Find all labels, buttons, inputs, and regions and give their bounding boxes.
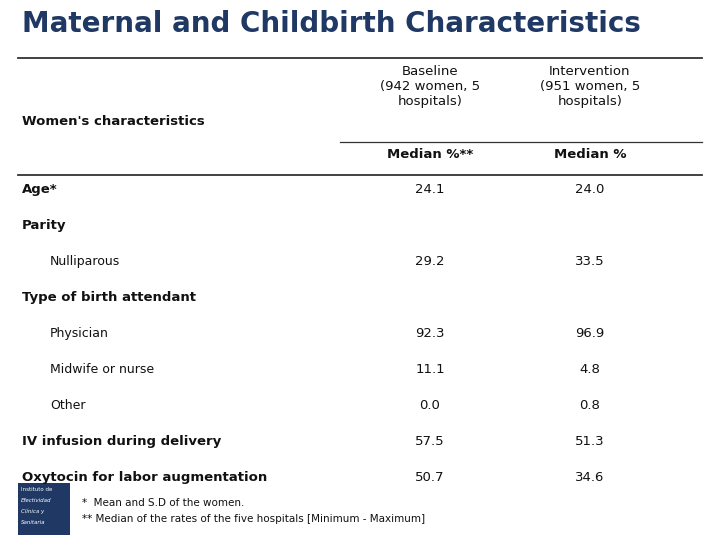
Text: 57.5: 57.5: [415, 435, 445, 448]
Text: IV infusion during delivery: IV infusion during delivery: [22, 435, 221, 448]
Text: Median %**: Median %**: [387, 148, 473, 161]
Text: 0.8: 0.8: [580, 399, 600, 412]
Text: Physician: Physician: [50, 327, 109, 340]
Text: Parity: Parity: [22, 219, 66, 232]
Text: Oxytocin for labor augmentation: Oxytocin for labor augmentation: [22, 471, 267, 484]
Text: 96.9: 96.9: [575, 327, 605, 340]
Text: ** Median of the rates of the five hospitals [Minimum - Maximum]: ** Median of the rates of the five hospi…: [82, 514, 425, 524]
Text: 34.6: 34.6: [575, 471, 605, 484]
Text: Other: Other: [50, 399, 86, 412]
Text: 24.1: 24.1: [415, 183, 445, 196]
Text: 24.0: 24.0: [575, 183, 605, 196]
Text: Median %: Median %: [554, 148, 626, 161]
Text: 29.2: 29.2: [415, 255, 445, 268]
Text: Nulliparous: Nulliparous: [50, 255, 120, 268]
Text: Midwife or nurse: Midwife or nurse: [50, 363, 154, 376]
Text: 33.5: 33.5: [575, 255, 605, 268]
Text: Clínica y: Clínica y: [21, 509, 44, 515]
Text: Instituto de: Instituto de: [21, 487, 53, 492]
Text: 4.8: 4.8: [580, 363, 600, 376]
Text: Type of birth attendant: Type of birth attendant: [22, 291, 196, 304]
Text: 50.7: 50.7: [415, 471, 445, 484]
Text: Baseline
(942 women, 5
hospitals): Baseline (942 women, 5 hospitals): [380, 65, 480, 108]
Text: 92.3: 92.3: [415, 327, 445, 340]
Text: 0.0: 0.0: [420, 399, 441, 412]
Text: Intervention
(951 women, 5
hospitals): Intervention (951 women, 5 hospitals): [540, 65, 640, 108]
Bar: [18, 483, 70, 535]
Text: Age*: Age*: [22, 183, 58, 196]
Text: 11.1: 11.1: [415, 363, 445, 376]
Text: *  Mean and S.D of the women.: * Mean and S.D of the women.: [82, 498, 244, 508]
Text: Women's characteristics: Women's characteristics: [22, 115, 204, 128]
Text: 51.3: 51.3: [575, 435, 605, 448]
Text: Maternal and Childbirth Characteristics: Maternal and Childbirth Characteristics: [22, 10, 641, 38]
Text: Efectividad: Efectividad: [21, 498, 52, 503]
Text: Sanitaria: Sanitaria: [21, 520, 45, 525]
